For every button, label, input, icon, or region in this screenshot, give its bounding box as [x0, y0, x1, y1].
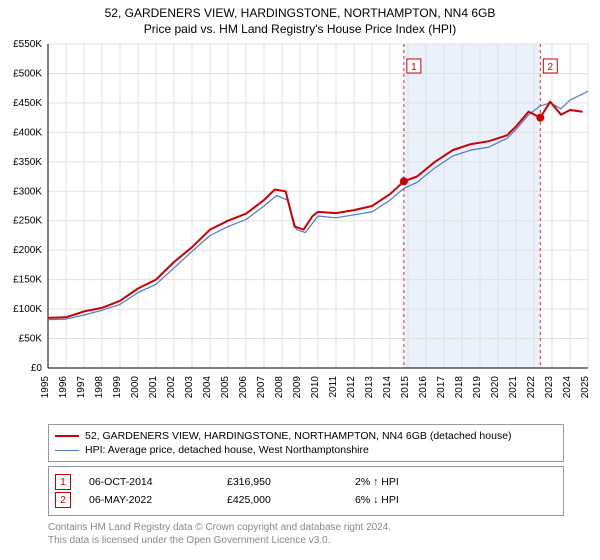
- x-tick-label: 2021: [508, 376, 519, 399]
- x-tick-label: 2014: [382, 376, 393, 399]
- x-tick-label: 1997: [76, 376, 87, 399]
- x-tick-label: 2018: [454, 376, 465, 399]
- x-tick-label: 2001: [148, 376, 159, 399]
- transaction-date: 06-OCT-2014: [89, 476, 209, 488]
- transaction-tag: 2: [55, 492, 71, 508]
- x-tick-label: 1995: [40, 376, 51, 399]
- chart-container: 52, GARDENERS VIEW, HARDINGSTONE, NORTHA…: [0, 0, 600, 547]
- x-tick-label: 2013: [364, 376, 375, 399]
- y-tick-label: £500K: [13, 68, 42, 79]
- y-tick-label: £350K: [13, 157, 42, 168]
- transaction-hpi: 2% ↑ HPI: [355, 476, 399, 488]
- legend-label: 52, GARDENERS VIEW, HARDINGSTONE, NORTHA…: [85, 430, 512, 442]
- x-tick-label: 2025: [580, 376, 591, 399]
- footer: Contains HM Land Registry data © Crown c…: [48, 522, 564, 547]
- y-tick-label: £250K: [13, 216, 42, 227]
- legend-row: HPI: Average price, detached house, West…: [55, 443, 557, 457]
- x-tick-label: 1999: [112, 376, 123, 399]
- legend-label: HPI: Average price, detached house, West…: [85, 444, 369, 456]
- marker-tag-label: 2: [548, 62, 554, 73]
- data-marker: [400, 177, 408, 185]
- y-tick-label: £100K: [13, 304, 42, 315]
- x-tick-label: 2004: [202, 376, 213, 399]
- y-tick-label: £400K: [13, 127, 42, 138]
- legend-row: 52, GARDENERS VIEW, HARDINGSTONE, NORTHA…: [55, 429, 557, 443]
- titles: 52, GARDENERS VIEW, HARDINGSTONE, NORTHA…: [0, 0, 600, 38]
- y-tick-label: £300K: [13, 186, 42, 197]
- x-tick-label: 2019: [472, 376, 483, 399]
- footer-line-1: Contains HM Land Registry data © Crown c…: [48, 522, 564, 535]
- x-tick-label: 2020: [490, 376, 501, 399]
- marker-tag-label: 1: [411, 62, 417, 73]
- data-marker: [536, 114, 544, 122]
- x-tick-label: 1998: [94, 376, 105, 399]
- transactions-box: 1 06-OCT-2014 £316,950 2% ↑ HPI 2 06-MAY-2022…: [48, 466, 564, 516]
- x-tick-label: 2011: [328, 376, 339, 398]
- title-line-2: Price paid vs. HM Land Registry's House …: [10, 22, 590, 36]
- transaction-row: 2 06-MAY-2022 £425,000 6% ↓ HPI: [55, 491, 557, 509]
- x-tick-label: 2007: [256, 376, 267, 399]
- x-tick-label: 2010: [310, 376, 321, 399]
- transaction-date: 06-MAY-2022: [89, 494, 209, 506]
- x-tick-label: 2022: [526, 376, 537, 399]
- y-tick-label: £150K: [13, 275, 42, 286]
- x-tick-label: 2023: [544, 376, 555, 399]
- transaction-tag: 1: [55, 474, 71, 490]
- footer-line-2: This data is licensed under the Open Gov…: [48, 535, 564, 548]
- x-tick-label: 2015: [400, 376, 411, 399]
- x-tick-label: 2002: [166, 376, 177, 399]
- highlight-band: [404, 44, 540, 368]
- y-tick-label: £200K: [13, 245, 42, 256]
- chart-area: £0 £50K £100K £150K £200K £250K £300K £350K £400…: [0, 38, 600, 418]
- transaction-hpi: 6% ↓ HPI: [355, 494, 399, 506]
- title-line-1: 52, GARDENERS VIEW, HARDINGSTONE, NORTHA…: [10, 6, 590, 20]
- legend-box: 52, GARDENERS VIEW, HARDINGSTONE, NORTHA…: [48, 424, 564, 462]
- x-tick-label: 2009: [292, 376, 303, 399]
- x-tick-label: 2005: [220, 376, 231, 399]
- transaction-row: 1 06-OCT-2014 £316,950 2% ↑ HPI: [55, 473, 557, 491]
- x-tick-label: 2012: [346, 376, 357, 399]
- x-tick-label: 2003: [184, 376, 195, 399]
- x-tick-label: 2017: [436, 376, 447, 399]
- x-tick-label: 2016: [418, 376, 429, 399]
- transaction-price: £425,000: [227, 494, 337, 506]
- y-tick-label: £0: [31, 363, 43, 374]
- y-tick-label: £450K: [13, 98, 42, 109]
- y-tick-label: £50K: [19, 334, 43, 345]
- x-tick-label: 1996: [58, 376, 69, 399]
- y-tick-label: £550K: [13, 39, 42, 50]
- chart-svg: £0 £50K £100K £150K £200K £250K £300K £350K £400…: [0, 38, 600, 418]
- legend-swatch: [55, 435, 79, 437]
- x-tick-label: 2006: [238, 376, 249, 399]
- x-tick-label: 2000: [130, 376, 141, 399]
- x-tick-label: 2008: [274, 376, 285, 399]
- x-tick-label: 2024: [562, 376, 573, 399]
- legend-swatch: [55, 450, 79, 451]
- transaction-price: £316,950: [227, 476, 337, 488]
